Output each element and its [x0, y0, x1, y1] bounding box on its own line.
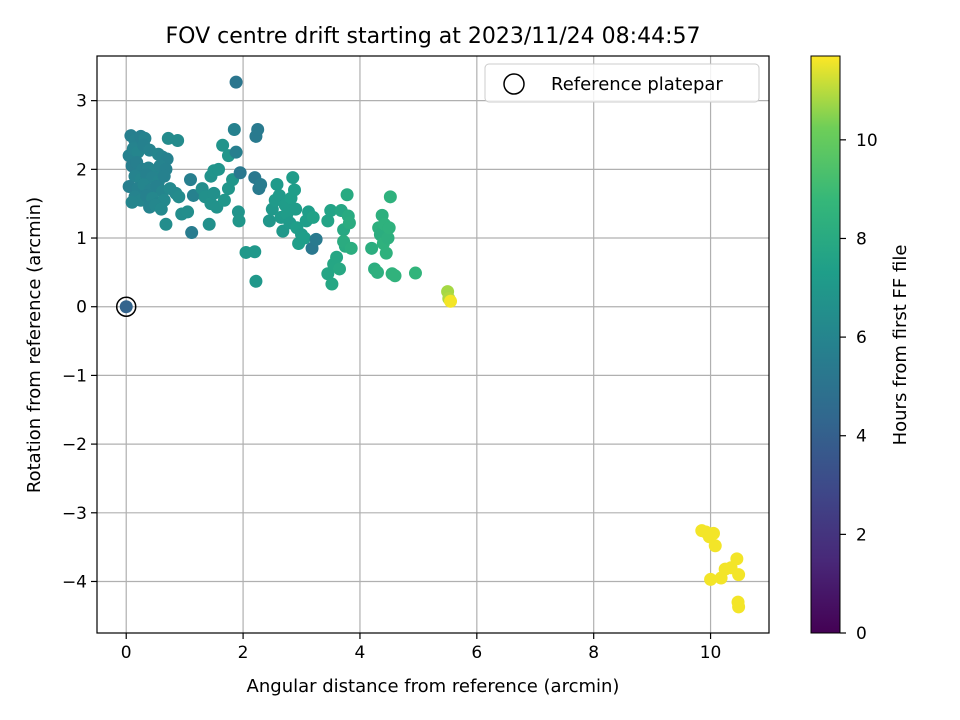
colorbar: 0 2 4 6 8 10 Hours from first FF file: [810, 55, 911, 644]
data-point: [704, 572, 718, 586]
data-point: [229, 75, 243, 89]
data-point: [297, 231, 311, 245]
data-point: [706, 526, 720, 540]
y-tick-label: −2: [62, 435, 87, 455]
x-tick-label: 2: [238, 643, 249, 663]
x-tick-label: 8: [588, 643, 599, 663]
y-tick-label: 2: [76, 160, 87, 180]
data-point: [202, 217, 216, 231]
plot-frame: [96, 55, 770, 634]
data-point: [732, 568, 746, 582]
data-point: [324, 204, 338, 218]
data-point: [381, 231, 395, 245]
data-point: [289, 202, 303, 216]
data-point: [330, 250, 344, 264]
data-point: [119, 300, 133, 314]
data-point: [444, 294, 458, 308]
data-point: [309, 232, 323, 246]
y-tick-label: 3: [76, 92, 87, 112]
data-point: [262, 214, 276, 228]
data-point: [340, 188, 354, 202]
x-axis-label: Angular distance from reference (arcmin): [247, 676, 620, 697]
x-axis-ticks: 0 2 4 6 8 10: [121, 633, 722, 663]
y-tick-label: −3: [62, 504, 87, 524]
data-point: [157, 169, 171, 183]
colorbar-label: Hours from first FF file: [890, 245, 911, 446]
data-point: [216, 138, 230, 152]
chart-title: FOV centre drift starting at 2023/11/24 …: [166, 24, 701, 49]
legend: Reference platepar: [484, 63, 760, 103]
y-tick-label: −1: [62, 366, 87, 386]
data-point: [125, 195, 139, 209]
data-point: [181, 205, 195, 219]
colorbar-tick-label: 4: [856, 427, 867, 447]
colorbar-tick-label: 6: [856, 328, 867, 348]
y-tick-label: 1: [76, 229, 87, 249]
data-point: [272, 188, 286, 202]
legend-reference-marker: [503, 73, 525, 95]
colorbar-ticks: 0 2 4 6 8 10: [840, 131, 878, 644]
grid-lines: [97, 56, 769, 633]
x-tick-label: 4: [355, 643, 366, 663]
data-point: [342, 216, 356, 230]
data-point: [254, 177, 268, 191]
data-point: [288, 183, 302, 197]
x-tick-label: 10: [700, 643, 722, 663]
y-axis-ticks: −4 −3 −2 −1 0 1 2 3: [62, 92, 97, 592]
data-point: [154, 202, 168, 216]
data-point: [172, 190, 186, 204]
data-point: [212, 162, 226, 176]
data-point: [370, 265, 384, 279]
data-point: [306, 210, 320, 224]
data-point: [251, 122, 265, 136]
data-point: [183, 173, 197, 187]
data-point: [708, 539, 722, 553]
legend-entry-reference: Reference platepar: [551, 74, 723, 95]
data-point: [227, 122, 241, 136]
colorbar-tick-label: 8: [856, 229, 867, 249]
data-point: [321, 267, 335, 281]
data-point: [207, 186, 221, 200]
y-axis-label: Rotation from reference (arcmin): [24, 197, 45, 493]
data-point: [232, 214, 246, 228]
data-point: [730, 552, 744, 566]
data-point: [286, 171, 300, 185]
data-point: [248, 245, 262, 259]
data-point: [217, 193, 231, 207]
colorbar-tick-label: 0: [856, 624, 867, 644]
data-points: [115, 75, 746, 614]
data-point: [325, 277, 339, 291]
data-point: [233, 166, 247, 180]
data-point: [379, 246, 393, 260]
data-point: [333, 262, 347, 276]
reference-platepar-marker: [115, 296, 137, 317]
data-point: [732, 600, 746, 614]
colorbar-gradient: [810, 55, 841, 634]
data-point: [382, 221, 396, 235]
data-point: [365, 241, 379, 255]
legend-box: [484, 63, 760, 103]
data-point: [383, 190, 397, 204]
data-point: [186, 188, 200, 202]
x-tick-label: 6: [471, 643, 482, 663]
x-tick-label: 0: [121, 643, 132, 663]
data-point: [171, 133, 185, 147]
data-point: [408, 266, 422, 280]
data-point: [344, 241, 358, 255]
data-point: [270, 177, 284, 191]
y-tick-label: −4: [62, 572, 87, 592]
data-point: [249, 274, 263, 288]
colorbar-tick-label: 10: [856, 131, 878, 151]
data-point: [185, 226, 199, 240]
data-point: [229, 145, 243, 159]
data-point: [388, 269, 402, 283]
colorbar-tick-label: 2: [856, 525, 867, 545]
y-tick-label: 0: [76, 298, 87, 318]
data-point: [321, 214, 335, 228]
data-point: [159, 217, 173, 231]
